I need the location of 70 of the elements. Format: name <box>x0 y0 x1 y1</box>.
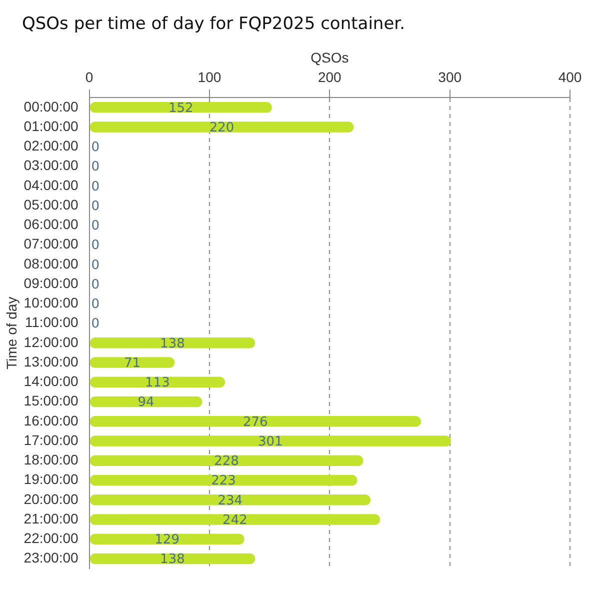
bar <box>90 514 380 525</box>
data-label: 220 <box>209 120 234 136</box>
y-tick-label: 21:00:00 <box>24 510 79 526</box>
bar <box>90 494 371 506</box>
data-label: 0 <box>91 198 100 214</box>
y-tick-label: 13:00:00 <box>24 353 79 370</box>
y-tick-label: 16:00:00 <box>24 412 79 428</box>
bar <box>90 357 175 368</box>
y-tick-label: 10:00:00 <box>24 294 79 311</box>
data-label: 152 <box>168 100 194 116</box>
bar <box>90 474 358 486</box>
bar <box>90 416 421 427</box>
y-tick-label: 14:00:00 <box>24 373 79 390</box>
x-tick-label: 0 <box>85 69 94 86</box>
y-tick-label: 11:00:00 <box>24 314 78 330</box>
y-tick-label: 15:00:00 <box>24 392 79 409</box>
bar <box>90 376 226 388</box>
bar <box>90 553 256 564</box>
y-tick-label: 22:00:00 <box>24 530 79 546</box>
data-label: 0 <box>91 316 100 332</box>
data-label: 129 <box>154 532 180 548</box>
data-label: 71 <box>124 356 140 371</box>
y-tick-label: 06:00:00 <box>24 216 79 232</box>
y-tick-label: 00:00:00 <box>24 98 79 114</box>
data-label: 228 <box>214 454 239 470</box>
x-tick-label: 100 <box>198 69 222 86</box>
data-label: 0 <box>91 277 100 292</box>
y-tick-label: 19:00:00 <box>24 471 79 488</box>
data-label: 113 <box>145 376 170 391</box>
bar <box>90 396 202 408</box>
bar <box>90 455 364 466</box>
data-label: 138 <box>160 336 185 352</box>
data-label: 223 <box>211 474 236 489</box>
y-tick-label: 01:00:00 <box>24 118 79 134</box>
y-tick-label: 20:00:00 <box>24 490 79 507</box>
data-label: 0 <box>91 179 100 194</box>
y-tick-label: 09:00:00 <box>24 274 79 291</box>
y-tick-label: 02:00:00 <box>24 138 79 154</box>
bar <box>90 534 244 545</box>
bar <box>90 122 354 132</box>
data-label: 234 <box>218 493 243 508</box>
y-tick-label: 12:00:00 <box>24 334 79 350</box>
bar <box>90 102 272 113</box>
x-tick-label: 400 <box>558 69 582 86</box>
y-tick-label: 04:00:00 <box>24 176 79 193</box>
data-label: 138 <box>160 552 185 568</box>
data-label: 301 <box>258 434 283 450</box>
y-tick-label: 23:00:00 <box>24 550 79 566</box>
x-tick-label: 200 <box>318 69 342 86</box>
x-tick-label: 300 <box>438 69 462 86</box>
y-tick-label: 08:00:00 <box>24 255 79 272</box>
y-axis-title: Time of day <box>3 296 20 370</box>
bar <box>90 338 256 348</box>
data-label: 242 <box>222 512 248 528</box>
chart-title: QSOs per time of day for FQP2025 container. <box>22 14 405 34</box>
x-axis-title: QSOs <box>310 49 349 66</box>
data-label: 0 <box>91 238 100 254</box>
data-label: 0 <box>91 258 100 273</box>
data-label: 0 <box>91 160 100 175</box>
y-tick-label: 03:00:00 <box>24 157 79 174</box>
y-tick-label: 05:00:00 <box>24 196 79 212</box>
data-label: 0 <box>91 218 100 234</box>
data-label: 94 <box>138 395 154 410</box>
y-tick-label: 17:00:00 <box>24 432 79 448</box>
y-tick-label: 18:00:00 <box>24 452 79 468</box>
data-label: 0 <box>91 297 100 312</box>
bar <box>90 436 452 446</box>
data-label: 276 <box>242 414 268 430</box>
data-label: 0 <box>91 140 100 156</box>
y-tick-label: 07:00:00 <box>24 236 79 252</box>
